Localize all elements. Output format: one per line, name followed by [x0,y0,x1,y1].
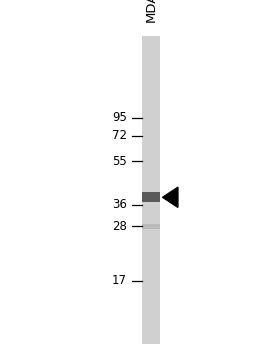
Bar [142,36,160,344]
Text: 95: 95 [112,111,127,124]
Polygon shape [163,187,178,207]
Bar [142,224,160,229]
Text: 36: 36 [112,198,127,211]
Text: 17: 17 [112,274,127,287]
Bar [142,192,160,202]
Text: 55: 55 [112,155,127,168]
Text: MDA-MB-231: MDA-MB-231 [145,0,157,22]
Text: 28: 28 [112,220,127,233]
Text: 72: 72 [112,129,127,142]
